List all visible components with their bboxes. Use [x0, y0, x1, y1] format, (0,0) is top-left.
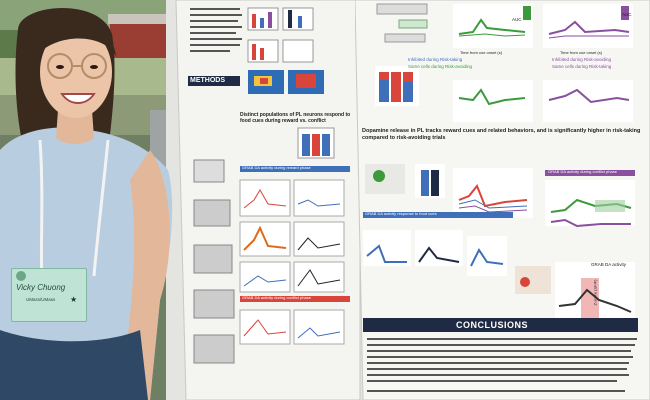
- label-auc-2: AUC: [622, 12, 632, 17]
- finding-2-text: Dopamine release in PL tracks reward cue…: [362, 128, 641, 141]
- label-auc: AUC: [512, 17, 522, 22]
- legend-risk-taking-2: Inhibited during Risk-avoiding: [552, 57, 612, 62]
- strip-food-cue: GRAB DA activity response to food cues: [365, 211, 437, 216]
- person: [0, 7, 173, 400]
- axis-time-cue-2: Time from cue onset (s): [560, 50, 603, 55]
- legend-risk-avoiding: Same cells during Risk-avoiding: [408, 64, 473, 69]
- name-badge: Vicky Chuong UMass/UMass ★: [11, 268, 87, 322]
- methods-heading: METHODS: [190, 77, 225, 84]
- label-grab-da: GRAB DA activity: [591, 262, 627, 267]
- badge-star-icon: ★: [70, 295, 78, 304]
- strip-reward-phase: GRAB DA activity during reward phase: [242, 165, 311, 170]
- legend-risk-avoiding-2: Same cells during Risk-taking: [552, 64, 612, 69]
- poster-left-panel: [175, 0, 361, 400]
- strip-conflict-phase: GRAB DA activity during conflict phase: [242, 295, 311, 300]
- strip-conflict-phase-2: GRAB DA activity during conflict phase: [548, 169, 617, 174]
- axis-zscore: Z-score (ΔF/F): [592, 279, 598, 306]
- conclusions-heading: CONCLUSIONS: [456, 320, 529, 330]
- finding-1-text: Distinct populations of PL neurons respo…: [240, 112, 351, 124]
- axis-time-cue: Time from cue onset (s): [460, 50, 503, 55]
- legend-risk-taking: Inhibited during Risk-taking: [408, 57, 463, 62]
- badge-name: Vicky Chuong: [16, 283, 66, 292]
- badge-affiliation: UMass/UMass: [26, 297, 56, 302]
- poster-right-panel: [355, 0, 650, 400]
- badge-logo-icon: [16, 271, 26, 281]
